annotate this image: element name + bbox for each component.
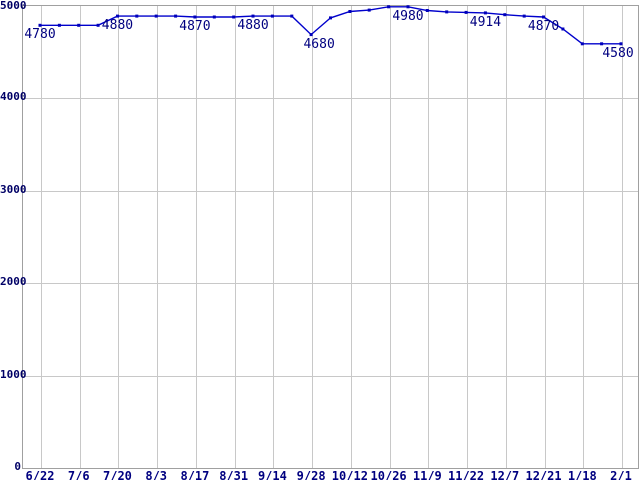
x-tick-label: 10/12 [331, 469, 368, 480]
data-marker [96, 23, 100, 27]
x-tick-label: 8/31 [219, 469, 249, 480]
x-gridline [544, 6, 546, 468]
y-tick-label: 0 [14, 460, 21, 473]
data-point-label: 4914 [469, 14, 502, 30]
x-tick-label: 9/14 [257, 469, 287, 480]
x-gridline [389, 6, 391, 468]
x-gridline [505, 6, 507, 468]
x-tick-label: 1/18 [567, 469, 597, 480]
y-tick-label: 3000 [0, 182, 27, 196]
data-marker [212, 15, 216, 19]
x-gridline [41, 6, 42, 468]
data-marker [232, 15, 236, 19]
x-gridline [79, 6, 81, 468]
data-point-label: 4880 [101, 18, 134, 34]
x-tick-label: 8/3 [145, 469, 168, 480]
data-marker [77, 23, 81, 27]
data-point-label: 4780 [24, 27, 56, 43]
data-marker [580, 42, 584, 46]
data-marker [542, 15, 545, 19]
data-marker [522, 14, 526, 18]
data-marker [116, 14, 119, 18]
x-tick-label: 11/22 [448, 469, 485, 480]
data-marker [464, 10, 468, 14]
data-marker [329, 16, 332, 20]
x-gridline [195, 6, 197, 468]
x-tick-label: 8/17 [180, 469, 210, 480]
data-marker [367, 8, 371, 12]
x-gridline [234, 6, 236, 468]
data-marker [57, 23, 61, 27]
data-marker [309, 33, 313, 37]
x-tick-label: 12/21 [525, 469, 562, 480]
data-point-label: 4870 [527, 19, 560, 34]
data-marker [193, 15, 197, 19]
y-tick-label: 1000 [0, 367, 27, 381]
x-tick-label: 2/1 [610, 469, 632, 480]
data-marker [483, 11, 487, 15]
x-tick-label: 7/6 [67, 469, 90, 480]
data-marker [503, 13, 507, 17]
x-gridline [312, 6, 314, 468]
data-marker [600, 42, 604, 46]
data-point-label: 4870 [179, 19, 211, 34]
data-marker [154, 14, 158, 18]
x-tick-label: 11/9 [412, 469, 442, 480]
x-gridline [467, 6, 469, 468]
data-marker [38, 23, 42, 27]
x-gridline [118, 6, 120, 468]
data-marker [290, 14, 294, 18]
plot-area [22, 5, 639, 469]
data-marker [270, 14, 274, 18]
x-tick-label: 12/7 [490, 469, 520, 480]
data-marker [619, 42, 623, 46]
x-gridline [583, 6, 585, 468]
x-gridline [157, 6, 159, 468]
data-marker [135, 14, 139, 18]
x-gridline [350, 6, 352, 468]
y-tick-label: 2000 [0, 275, 27, 289]
data-marker [251, 14, 255, 18]
data-marker [445, 10, 449, 14]
data-marker [561, 27, 565, 31]
y-gridline [23, 283, 638, 285]
y-tick-label: 4000 [0, 90, 27, 104]
data-point-label: 4680 [303, 36, 335, 52]
x-gridline [273, 6, 275, 468]
data-marker [174, 14, 178, 18]
data-point-label: 4580 [602, 45, 634, 61]
x-gridline [428, 6, 430, 468]
data-marker [348, 10, 352, 13]
y-gridline [23, 190, 638, 192]
x-tick-label: 9/28 [296, 469, 326, 480]
x-gridline [622, 6, 623, 468]
data-marker [406, 5, 410, 9]
x-tick-label: 6/22 [25, 469, 55, 480]
data-marker [387, 5, 391, 9]
data-point-label: 4980 [392, 8, 424, 24]
data-marker [425, 9, 429, 12]
x-tick-label: 10/26 [370, 469, 407, 480]
data-point-label: 4880 [237, 18, 269, 34]
x-tick-label: 7/20 [103, 469, 132, 480]
y-gridline [23, 98, 638, 100]
y-gridline [23, 375, 638, 377]
y-tick-label: 5000 [0, 0, 27, 12]
